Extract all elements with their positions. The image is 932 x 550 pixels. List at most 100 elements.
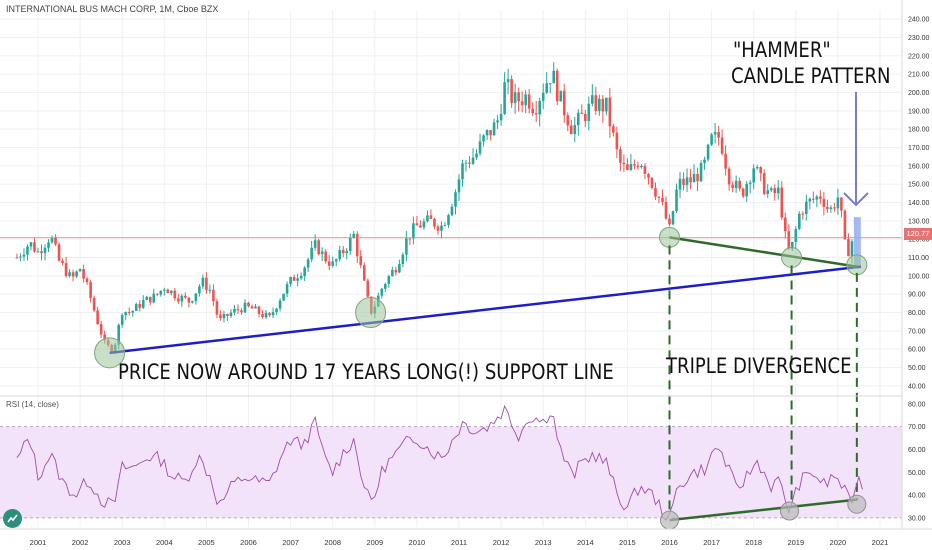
y-tick-label: 160.00 <box>908 163 930 170</box>
last-price-tag: 120.77 <box>904 228 932 240</box>
candle-body <box>285 284 289 294</box>
x-tick-label: 2015 <box>619 538 636 547</box>
x-tick-label: 2017 <box>703 538 720 547</box>
candle-body <box>678 178 682 190</box>
candle-body <box>475 153 478 158</box>
candle-body <box>71 272 75 277</box>
candle-body <box>478 141 482 154</box>
candle-body <box>205 277 208 290</box>
divergence-rsi-line <box>669 498 857 522</box>
rsi-tick-label: 40.00 <box>908 493 926 500</box>
candle-body <box>327 261 331 266</box>
y-tick-label: 60.00 <box>908 347 926 354</box>
candle-body <box>433 218 436 227</box>
candle-body <box>341 250 345 254</box>
candle-body <box>278 300 282 309</box>
candle-body <box>366 280 370 297</box>
candle-body <box>103 334 106 341</box>
candle-body <box>338 250 342 260</box>
candle-body <box>840 197 843 211</box>
candle-body <box>152 293 156 303</box>
candle-body <box>762 173 766 194</box>
candle-body <box>50 237 54 243</box>
candle-body <box>257 306 261 314</box>
chart-title: INTERNATIONAL BUS MACH CORP, 1M, Cboe BZ… <box>6 4 219 14</box>
candle-body <box>303 267 306 276</box>
candle-body <box>177 298 180 302</box>
candle-body <box>503 82 506 114</box>
candle-body <box>464 162 468 164</box>
candle-body <box>89 282 92 298</box>
hammer-candle-highlight <box>853 217 861 269</box>
candle-body <box>822 198 826 207</box>
candle-body <box>773 188 777 194</box>
candle-body <box>531 108 534 114</box>
candle-body <box>127 311 131 313</box>
candle-body <box>362 265 366 281</box>
candle-body <box>261 313 264 318</box>
candle-body <box>752 168 755 183</box>
candle-body <box>776 187 780 194</box>
candle-body <box>689 177 692 183</box>
candle-body <box>587 103 591 121</box>
candle-body <box>422 221 426 228</box>
candle-body <box>271 312 275 316</box>
candle-body <box>282 293 285 301</box>
down-arrow-head <box>843 192 869 207</box>
candle-body <box>173 290 177 299</box>
candle-body <box>706 144 710 160</box>
candle-body <box>64 263 68 277</box>
candle-body <box>240 310 243 313</box>
candle-body <box>808 198 812 202</box>
candle-body <box>643 165 647 174</box>
candle-body <box>457 179 461 193</box>
candle-body <box>780 187 784 218</box>
candle-body <box>447 215 450 225</box>
candle-body <box>647 173 650 178</box>
x-tick-label: 2011 <box>451 538 467 547</box>
candle-body <box>296 278 299 281</box>
candle-body <box>580 112 584 114</box>
y-tick-label: 150.00 <box>908 182 930 189</box>
rsi-pivot-marker <box>847 494 867 514</box>
candle-body <box>499 113 503 121</box>
candle-body <box>801 213 805 215</box>
rsi-label: RSI (14, close) <box>6 400 59 409</box>
x-tick-label: 2021 <box>872 538 889 547</box>
candle-body <box>657 196 661 198</box>
y-tick-label: 170.00 <box>908 145 930 152</box>
candle-body <box>138 304 142 308</box>
candle-body <box>201 277 205 287</box>
candle-body <box>562 90 566 116</box>
candle-body <box>75 271 78 277</box>
tradingview-logo-icon[interactable] <box>3 509 22 528</box>
x-tick-label: 2007 <box>282 538 299 547</box>
candle-body <box>22 254 26 257</box>
candle-body <box>120 315 124 325</box>
candle-body <box>29 242 33 247</box>
candle-body <box>99 324 103 335</box>
candle-body <box>289 277 292 285</box>
candle-body <box>292 277 296 281</box>
y-tick-label: 140.00 <box>908 200 930 207</box>
candle-body <box>33 242 36 252</box>
candle-body <box>408 238 412 240</box>
candle-body <box>194 293 198 302</box>
candle-body <box>766 190 770 194</box>
candle-body <box>552 70 556 84</box>
candle-body <box>131 310 135 313</box>
rsi-pivot-marker <box>660 510 679 530</box>
candle-body <box>415 223 419 226</box>
candle-body <box>485 130 489 136</box>
candle-body <box>352 234 356 238</box>
candle-body <box>198 286 201 294</box>
candle-body <box>275 308 278 313</box>
candle-body <box>506 79 510 83</box>
candle-body <box>155 293 159 295</box>
support-annotation: PRICE NOW AROUND 17 YEARS LONG(!) SUPPOR… <box>118 360 614 384</box>
trend-lines <box>0 92 902 515</box>
candle-body <box>468 162 471 164</box>
candle-body <box>738 180 741 189</box>
